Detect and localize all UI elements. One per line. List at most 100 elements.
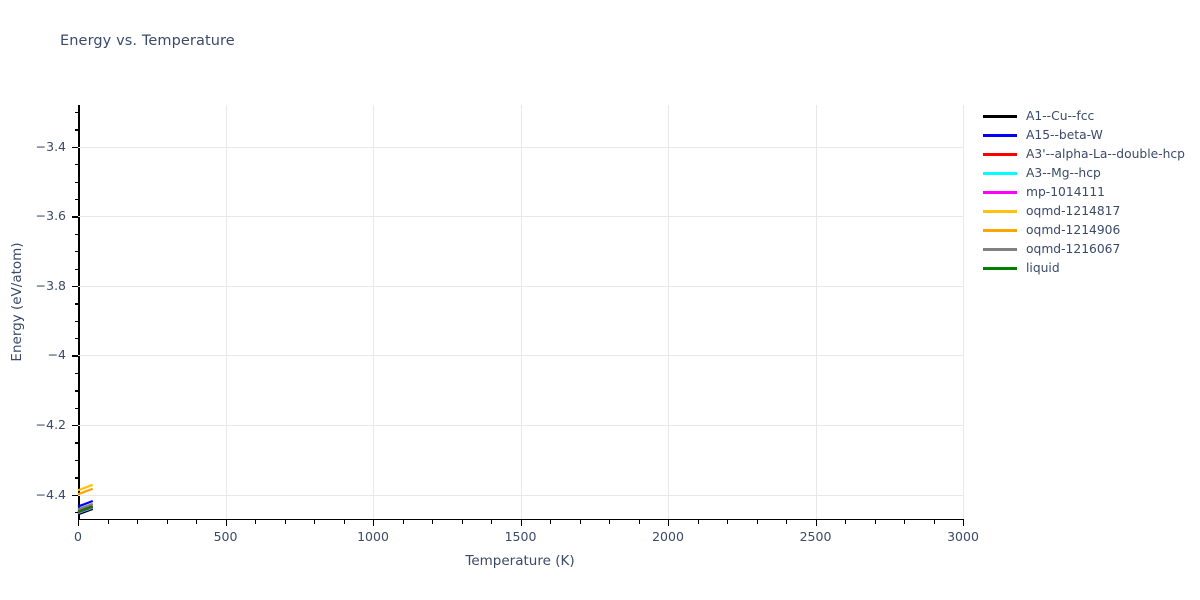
legend-item[interactable]: oqmd-1216067 <box>983 240 1198 259</box>
y-tick-major <box>72 146 78 149</box>
x-tick-major <box>373 520 375 526</box>
gridline-vertical <box>963 105 964 519</box>
y-tick-label: −4.4 <box>35 486 66 502</box>
x-tick-minor <box>609 520 611 524</box>
x-tick-minor <box>550 520 552 524</box>
x-tick-major <box>225 520 227 526</box>
legend-color-swatch <box>983 153 1017 156</box>
y-axis-title: Energy (eV/atom) <box>9 242 25 362</box>
y-axis-spine <box>78 105 80 520</box>
x-tick-minor <box>196 520 198 524</box>
x-tick-minor <box>845 520 847 524</box>
x-tick-minor <box>874 520 876 524</box>
series-line <box>77 502 94 511</box>
legend-item[interactable]: mp-1014111 <box>983 183 1198 202</box>
x-tick-minor <box>904 520 906 524</box>
chart-legend: A1--Cu--fcc A15--beta-W A3'--alpha-La--dou… <box>983 107 1198 278</box>
x-tick-minor <box>461 520 463 524</box>
x-tick-label: 2000 <box>652 529 684 544</box>
y-tick-label: −3.4 <box>35 138 66 154</box>
legend-item-label: oqmd-1214817 <box>1026 204 1121 219</box>
series-line <box>77 505 94 513</box>
legend-color-swatch <box>983 115 1017 118</box>
y-tick-minor <box>74 459 78 462</box>
x-tick-label: 500 <box>213 529 238 544</box>
y-tick-minor <box>74 477 78 479</box>
x-tick-minor <box>166 520 168 524</box>
x-tick-major <box>78 520 80 526</box>
y-tick-minor <box>74 198 78 201</box>
y-tick-minor <box>74 303 78 305</box>
x-tick-minor <box>107 520 109 524</box>
y-tick-minor <box>74 268 78 270</box>
legend-color-swatch <box>983 172 1017 175</box>
x-tick-label: 2500 <box>799 529 832 544</box>
x-tick-major <box>520 520 522 526</box>
legend-color-swatch <box>983 267 1017 270</box>
chart-title: Energy vs. Temperature <box>60 33 235 49</box>
x-tick-minor <box>255 520 257 524</box>
y-tick-label: −4.2 <box>35 417 66 433</box>
y-tick-minor <box>74 442 78 444</box>
legend-item-label: mp-1014111 <box>1026 185 1105 200</box>
y-tick-major <box>72 425 78 427</box>
data-series-layer <box>77 483 94 516</box>
x-axis-title-text: Temperature (K) <box>465 553 575 569</box>
legend-item[interactable]: A3--Mg--hcp <box>983 164 1198 183</box>
series-line <box>77 507 94 516</box>
x-tick-minor <box>284 520 286 524</box>
legend-item-label: A1--Cu--fcc <box>1026 109 1095 124</box>
y-tick-minor <box>74 233 78 236</box>
x-tick-label: 3000 <box>947 529 979 544</box>
x-tick-minor <box>933 520 935 524</box>
y-tick-minor <box>74 407 78 409</box>
x-tick-minor <box>402 520 404 524</box>
legend-item-label: oqmd-1216067 <box>1026 242 1121 257</box>
x-tick-minor <box>756 520 758 524</box>
y-tick-minor <box>74 181 78 183</box>
gridline-vertical <box>668 105 669 519</box>
x-tick-minor <box>727 520 729 524</box>
y-tick-minor <box>74 129 78 131</box>
x-tick-minor <box>343 520 345 524</box>
legend-color-swatch <box>983 248 1017 251</box>
x-tick-major <box>815 520 817 526</box>
y-tick-label: −3.6 <box>35 208 66 224</box>
x-tick-minor <box>638 520 640 524</box>
x-tick-minor <box>579 520 581 524</box>
gridline-vertical <box>520 105 522 519</box>
legend-color-swatch <box>983 210 1017 213</box>
y-tick-major <box>72 494 78 496</box>
x-tick-label: 1000 <box>357 529 389 544</box>
legend-item[interactable]: A3'--alpha-La--double-hcp <box>983 145 1198 164</box>
x-tick-minor <box>314 520 316 524</box>
y-tick-major <box>72 216 78 218</box>
legend-color-swatch <box>983 134 1017 137</box>
legend-item[interactable]: A1--Cu--fcc <box>983 107 1198 126</box>
legend-item[interactable]: oqmd-1214817 <box>983 202 1198 221</box>
legend-item[interactable]: oqmd-1214906 <box>983 221 1198 240</box>
gridline-vertical <box>373 105 374 519</box>
x-axis-spine <box>78 518 964 521</box>
series-line <box>77 483 94 492</box>
y-tick-minor <box>74 111 78 114</box>
y-tick-minor <box>74 251 78 253</box>
y-tick-major <box>72 355 78 357</box>
x-tick-label: 0 <box>74 529 82 544</box>
x-tick-major <box>668 520 670 526</box>
legend-item-label: A3'--alpha-La--double-hcp <box>1026 147 1185 162</box>
legend-item[interactable]: A15--beta-W <box>983 126 1198 145</box>
y-tick-minor <box>74 512 78 514</box>
legend-color-swatch <box>983 229 1017 232</box>
legend-item[interactable]: liquid <box>983 259 1198 278</box>
legend-item-label: A15--beta-W <box>1026 128 1103 143</box>
gridline-vertical <box>815 105 817 519</box>
x-tick-minor <box>491 520 493 524</box>
x-tick-minor <box>432 520 434 524</box>
x-tick-minor <box>697 520 699 524</box>
series-line <box>77 487 94 496</box>
x-tick-minor <box>137 520 139 524</box>
y-tick-minor <box>74 320 78 322</box>
legend-item-label: liquid <box>1026 261 1060 276</box>
